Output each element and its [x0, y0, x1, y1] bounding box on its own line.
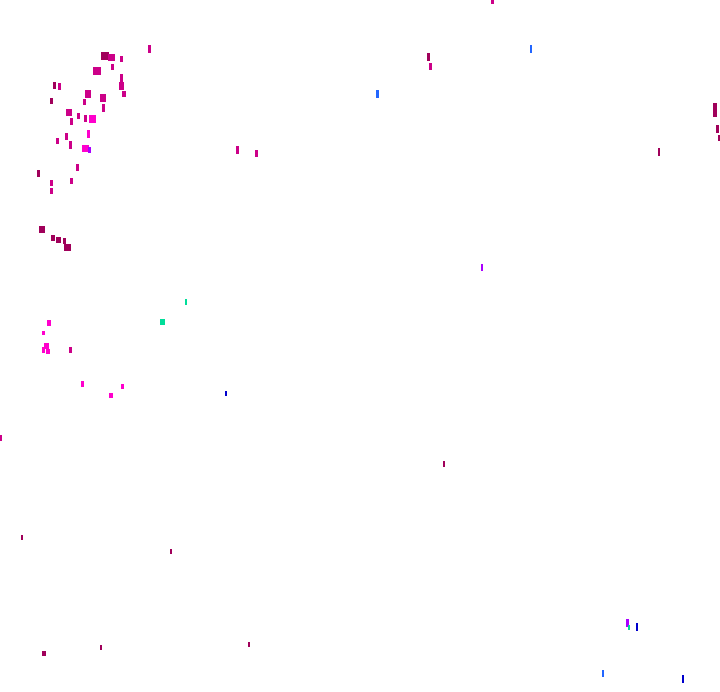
color-blob: [42, 347, 45, 353]
color-blob: [88, 147, 91, 153]
color-blob: [100, 94, 106, 102]
color-blob: [0, 435, 2, 441]
color-blob: [69, 347, 72, 353]
color-blob: [185, 299, 187, 305]
color-blob: [636, 623, 638, 631]
color-blob: [70, 178, 73, 184]
color-blob: [119, 82, 124, 90]
color-blob: [160, 319, 165, 325]
color-blob: [122, 91, 126, 97]
color-blob: [120, 74, 123, 82]
color-blob: [429, 63, 432, 70]
color-blob: [83, 99, 86, 105]
color-blob: [81, 381, 84, 387]
color-blob: [85, 90, 91, 98]
color-blob: [66, 109, 72, 116]
color-blob: [50, 180, 53, 186]
color-blob: [76, 164, 79, 171]
color-blob: [39, 226, 45, 233]
color-blob: [121, 384, 124, 389]
color-blob: [21, 535, 23, 540]
color-blob: [111, 64, 114, 70]
color-blob: [47, 320, 51, 326]
color-blob: [658, 148, 660, 156]
color-blob: [530, 45, 532, 53]
color-blob: [42, 651, 46, 656]
color-blob: [53, 82, 56, 89]
color-blob: [89, 115, 96, 123]
color-blob: [716, 125, 719, 133]
color-blob: [58, 83, 61, 90]
color-blob: [70, 118, 73, 125]
color-blob: [65, 133, 68, 140]
color-blob: [46, 349, 50, 354]
color-blob: [93, 67, 101, 75]
color-blob: [37, 170, 40, 177]
color-blob: [56, 138, 59, 144]
color-blob: [713, 103, 717, 117]
color-blob: [626, 619, 629, 627]
color-blob: [84, 115, 87, 122]
color-blob: [77, 113, 80, 119]
color-blob: [51, 235, 55, 241]
color-blob: [64, 244, 71, 251]
color-blob: [63, 238, 66, 244]
color-blob: [50, 98, 53, 104]
color-blob: [481, 264, 483, 271]
color-blob: [42, 331, 45, 335]
color-blob: [56, 237, 61, 243]
color-blob: [170, 549, 172, 554]
color-blob: [120, 56, 123, 62]
color-blob: [236, 146, 239, 154]
color-blob: [102, 104, 105, 112]
color-blob: [44, 343, 49, 349]
color-blob: [50, 188, 53, 194]
color-blob: [376, 90, 379, 98]
color-blob: [602, 670, 604, 677]
color-blob: [225, 391, 227, 396]
color-blob: [109, 393, 113, 398]
color-blob: [82, 145, 89, 152]
color-blob: [87, 130, 90, 138]
color-blob: [443, 461, 445, 467]
color-blob: [682, 675, 684, 683]
color-blob: [100, 645, 102, 650]
color-blob: [248, 642, 250, 647]
color-blob: [427, 53, 430, 61]
color-blob: [101, 52, 109, 60]
color-blob: [148, 45, 151, 53]
color-blob: [108, 54, 115, 61]
color-blob: [718, 135, 720, 141]
color-blob: [255, 150, 258, 157]
color-blob: [628, 625, 630, 630]
color-blob: [69, 141, 72, 149]
color-blob: [491, 0, 494, 4]
